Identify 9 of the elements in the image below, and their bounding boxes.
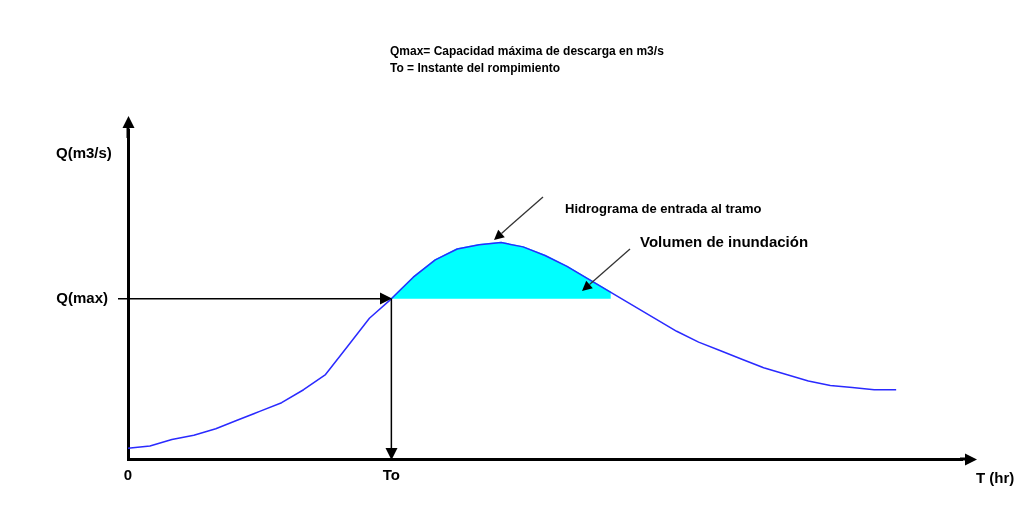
x-tick-label: 0 <box>123 466 133 484</box>
ref-line-label: Q(max) <box>56 288 108 306</box>
x-axis-title: T (hr) <box>976 469 1015 486</box>
chart-title: Qmax= Capacidad máxima de descarga en m3/s <box>390 44 664 58</box>
chart-subtitle: To = Instante del rompimiento <box>390 61 561 75</box>
text: Hidrograma de entrada al tramo <box>565 201 762 216</box>
text: Q(m3/s) <box>56 144 112 161</box>
annotation: Volumen de inundación <box>640 233 809 250</box>
x-tick-label: To <box>382 466 400 484</box>
